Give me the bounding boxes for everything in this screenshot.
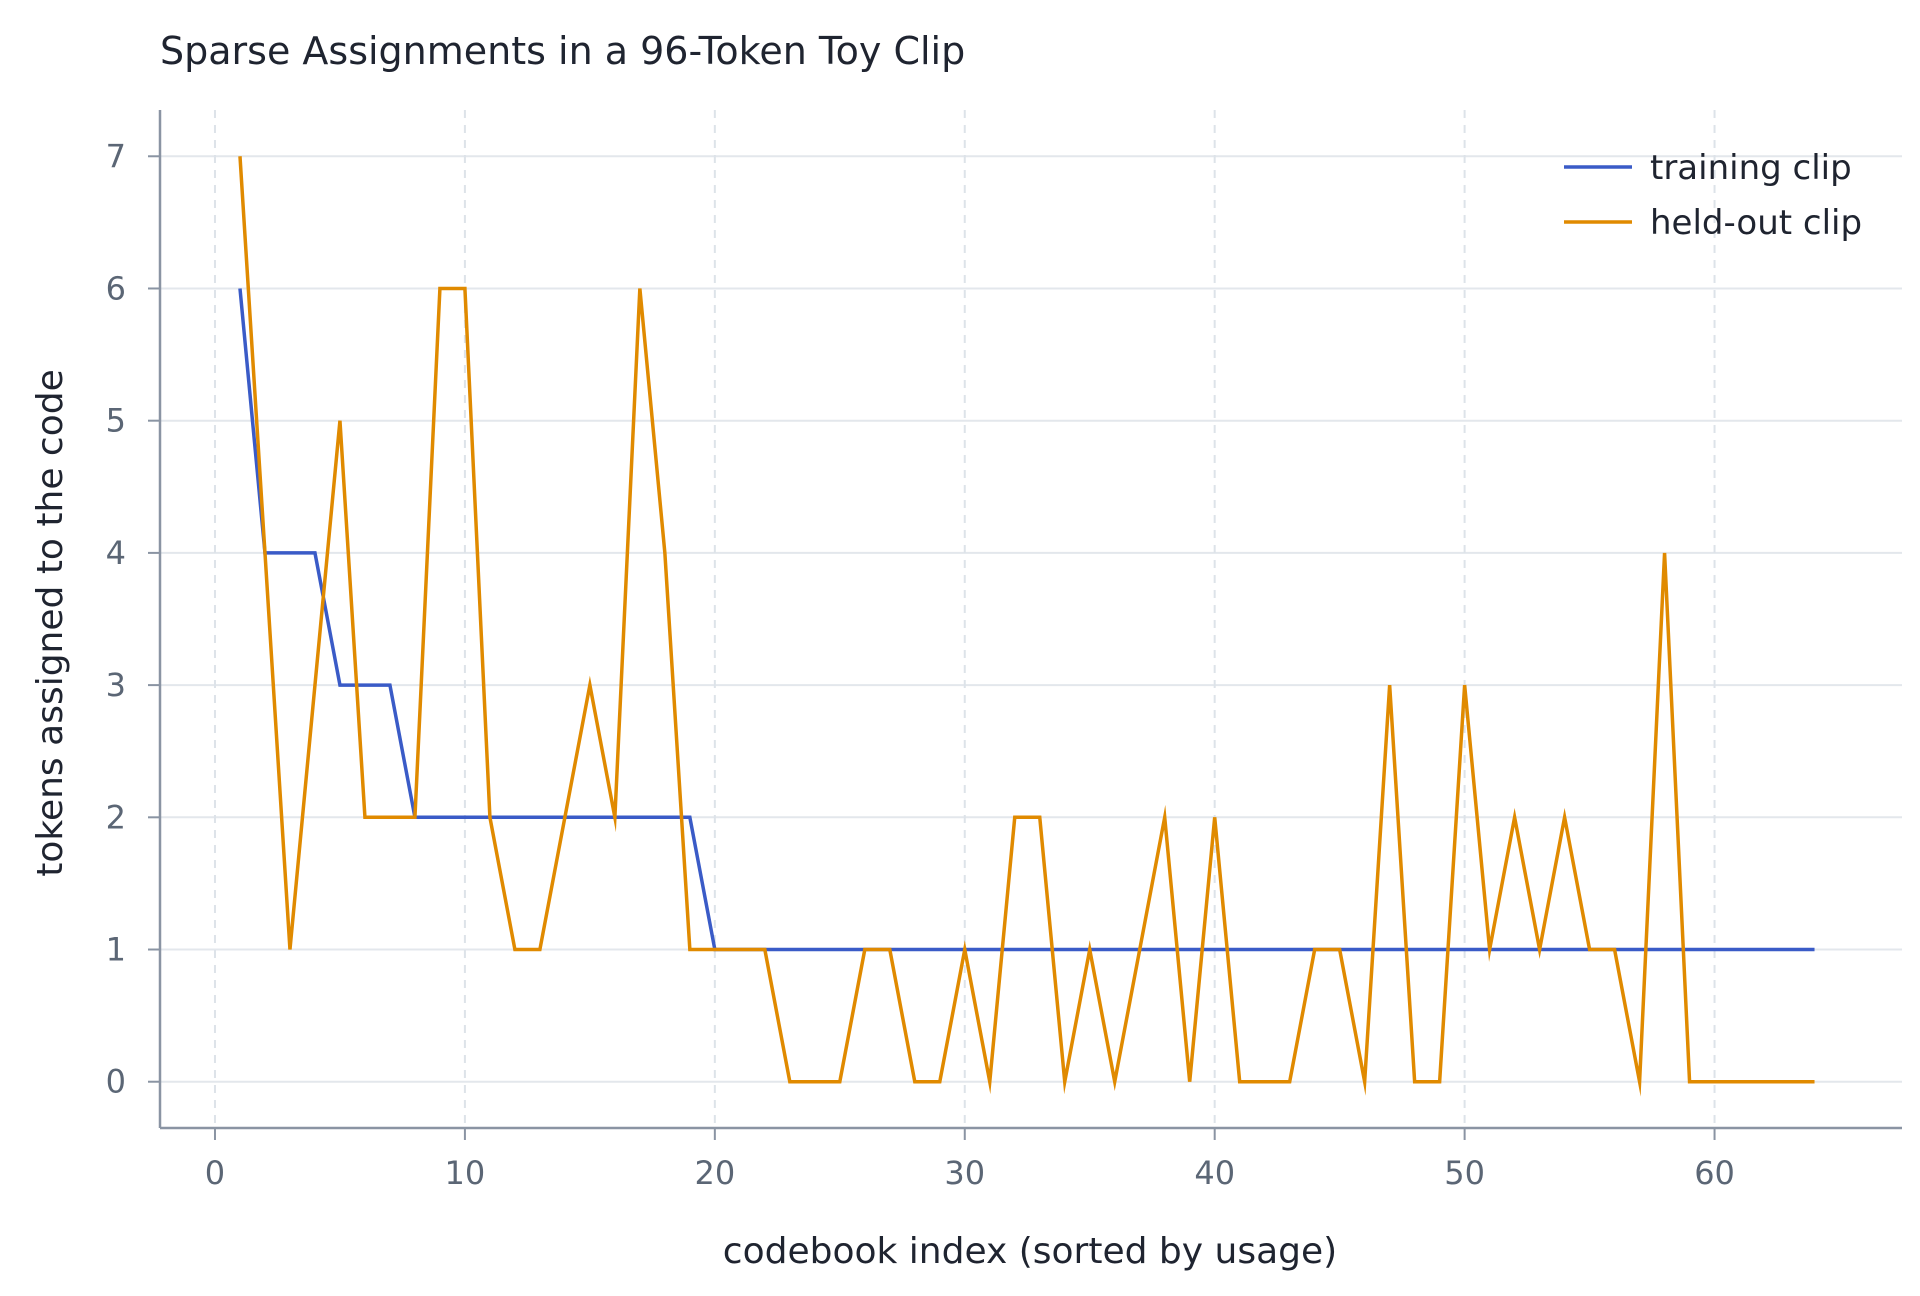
x-tick-label: 10 <box>445 1154 486 1192</box>
series-lines <box>238 156 1815 1097</box>
grid <box>160 110 1902 1128</box>
y-tick-label: 7 <box>106 137 126 175</box>
x-tick-label: 20 <box>694 1154 735 1192</box>
legend-label-held-out-clip: held-out clip <box>1650 203 1862 243</box>
y-tick-label: 3 <box>106 666 126 704</box>
x-axis-label: codebook index (sorted by usage) <box>723 1231 1337 1272</box>
y-tick-label: 0 <box>106 1063 126 1101</box>
x-tick-label: 40 <box>1194 1154 1235 1192</box>
y-tick-label: 6 <box>106 269 126 307</box>
x-tick-label: 50 <box>1444 1154 1485 1192</box>
series-line-held-out-clip <box>238 156 1815 1097</box>
axes <box>148 110 1902 1140</box>
y-tick-label: 4 <box>106 534 126 572</box>
legend-label-training-clip: training clip <box>1650 148 1852 188</box>
y-tick-label: 5 <box>106 402 126 440</box>
y-tick-label: 2 <box>106 798 126 836</box>
tick-labels: 0 1 2 3 4 5 6 7 0 10 20 30 40 50 60 <box>106 137 1735 1192</box>
x-tick-label: 60 <box>1694 1154 1735 1192</box>
legend: training clip held-out clip <box>1564 148 1862 243</box>
chart-title: Sparse Assignments in a 96-Token Toy Cli… <box>160 29 965 73</box>
y-tick-label: 1 <box>106 931 126 969</box>
x-tick-label: 0 <box>205 1154 225 1192</box>
x-tick-label: 30 <box>944 1154 985 1192</box>
y-axis-label: tokens assigned to the code <box>30 369 71 876</box>
series-line-training-clip <box>238 288 1815 952</box>
